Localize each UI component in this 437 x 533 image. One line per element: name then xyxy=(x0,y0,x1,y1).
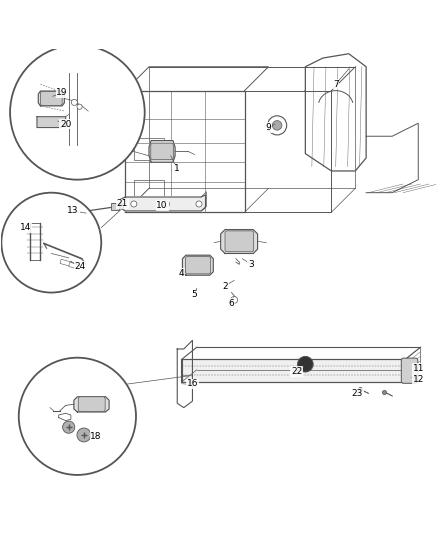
Bar xyxy=(60,259,72,266)
Text: 24: 24 xyxy=(75,262,86,271)
Circle shape xyxy=(10,45,145,180)
Circle shape xyxy=(18,216,28,227)
Text: 21: 21 xyxy=(116,199,128,208)
Circle shape xyxy=(77,104,82,109)
Polygon shape xyxy=(38,91,64,106)
Text: 11: 11 xyxy=(413,364,424,373)
Circle shape xyxy=(1,193,101,293)
Polygon shape xyxy=(183,255,213,275)
Text: 20: 20 xyxy=(60,119,71,128)
Circle shape xyxy=(267,116,287,135)
Circle shape xyxy=(19,358,136,475)
Polygon shape xyxy=(37,117,66,127)
Circle shape xyxy=(272,120,282,130)
Bar xyxy=(111,203,119,211)
FancyBboxPatch shape xyxy=(401,358,418,383)
Text: 22: 22 xyxy=(291,367,302,376)
Circle shape xyxy=(231,296,238,303)
FancyBboxPatch shape xyxy=(78,397,105,411)
Text: 23: 23 xyxy=(352,389,363,398)
Text: 5: 5 xyxy=(192,290,198,299)
Bar xyxy=(181,359,405,382)
FancyBboxPatch shape xyxy=(41,92,62,106)
Polygon shape xyxy=(74,397,109,412)
Circle shape xyxy=(196,201,202,207)
Text: 12: 12 xyxy=(413,375,424,384)
Circle shape xyxy=(298,357,313,372)
Circle shape xyxy=(62,421,75,433)
Polygon shape xyxy=(149,141,175,162)
Text: 7: 7 xyxy=(333,79,339,88)
Text: 19: 19 xyxy=(56,88,68,98)
Text: 6: 6 xyxy=(229,299,234,308)
Circle shape xyxy=(163,201,170,207)
Circle shape xyxy=(77,428,91,442)
FancyBboxPatch shape xyxy=(225,231,253,252)
Polygon shape xyxy=(221,230,257,254)
Circle shape xyxy=(131,201,137,207)
Text: 4: 4 xyxy=(179,269,184,278)
Text: 18: 18 xyxy=(90,432,102,441)
Bar xyxy=(134,139,164,160)
Bar xyxy=(112,203,123,208)
Text: 9: 9 xyxy=(266,123,271,132)
FancyBboxPatch shape xyxy=(185,256,211,274)
Text: 14: 14 xyxy=(20,223,31,232)
Text: 16: 16 xyxy=(187,379,198,388)
Circle shape xyxy=(71,99,77,106)
Polygon shape xyxy=(121,195,205,211)
Text: 2: 2 xyxy=(222,281,228,290)
Text: 10: 10 xyxy=(156,201,168,210)
Text: 13: 13 xyxy=(67,206,79,215)
FancyBboxPatch shape xyxy=(151,143,173,160)
Circle shape xyxy=(14,212,33,231)
Bar xyxy=(134,180,164,197)
Text: 3: 3 xyxy=(248,260,254,269)
Bar xyxy=(69,262,80,269)
Text: 1: 1 xyxy=(174,164,180,173)
